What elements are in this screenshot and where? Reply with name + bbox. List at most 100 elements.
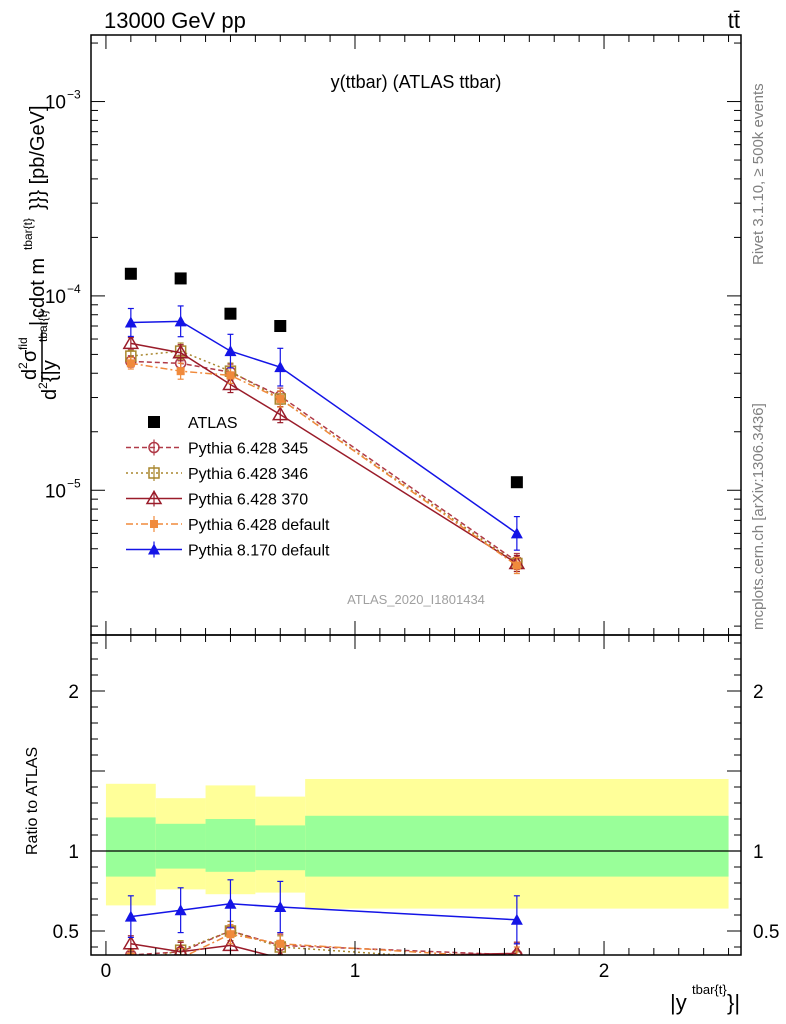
ratio-band-green-4 [305, 815, 729, 877]
data-point [224, 897, 237, 909]
main-y-tick-label: 10 [45, 481, 66, 502]
data-point [124, 316, 137, 328]
main-series-layer [122, 267, 526, 575]
x-axis-label: |y tbar{t} }| [670, 982, 740, 1015]
svg-text:fid: fid [16, 337, 30, 350]
plot-title: y(ttbar) (ATLAS ttbar) [331, 72, 502, 92]
energy-label: 13000 GeV pp [104, 8, 246, 33]
ratio-y-tick-label: 1 [68, 842, 79, 863]
legend-label: ATLAS [188, 415, 238, 432]
main-y-axis-label: d 2 σ fid | cdot m tbar{t} }}} [pb/GeV] [16, 105, 49, 382]
legend-entry-pythia-8-170-default: Pythia 8.170 default [126, 541, 330, 560]
ratio-band-green-3 [255, 825, 306, 871]
series-pythia-6-428-default [126, 356, 521, 575]
data-point [274, 901, 287, 912]
series-line-pythia-6-428-345 [130, 930, 517, 955]
legend-label: Pythia 6.428 345 [188, 441, 308, 458]
data-point [174, 904, 187, 916]
series-pythia-6-428-346 [126, 920, 522, 968]
process-label: tt̄ [728, 8, 740, 33]
svg-text:|: | [27, 321, 49, 326]
ratio-panel-frame [90, 634, 742, 956]
svg-text:|y: |y [670, 990, 687, 1015]
data-point [274, 320, 287, 333]
data-point [176, 367, 185, 376]
svg-text:tbar{t}: tbar{t} [36, 310, 50, 342]
data-point [174, 272, 187, 285]
data-point [122, 334, 140, 350]
legend-entry-pythia-6-428-346: Pythia 6.428 346 [126, 465, 308, 483]
data-point [512, 958, 522, 968]
x-tick-label: 0 [101, 961, 112, 982]
main-y-tick-label: 10 [45, 287, 66, 308]
series-pythia-6-428-345 [125, 920, 523, 955]
ratio-y-tick-label-right: 0.5 [753, 922, 779, 943]
legend-marker [145, 490, 163, 505]
data-point [224, 345, 237, 357]
svg-text:tbar{t}: tbar{t} [21, 218, 35, 250]
site-label: mcplots.cern.ch [arXiv:1306.3436] [750, 403, 767, 630]
svg-text:{|y: {|y [39, 360, 61, 382]
series-pythia-6-428-345 [125, 354, 523, 571]
data-point [222, 376, 239, 391]
data-point [126, 958, 136, 968]
legend-entry-atlas: ATLAS [148, 415, 238, 432]
legend-label: Pythia 6.428 default [188, 517, 330, 534]
ratio-y-tick-label-right: 1 [753, 842, 764, 863]
main-y-tick-exponent: −3 [67, 88, 81, 102]
data-point [124, 267, 137, 280]
main-y-axis-label-denominator: d 2 {|y tbar{t} [36, 310, 61, 400]
series-pythia-6-428-346 [125, 342, 523, 573]
data-point [271, 406, 289, 421]
legend: ATLAS Pythia 6.428 345 Pythia 6.428 346 Pyt… [126, 415, 330, 560]
axis-ticks: 10 −510 −410 −30 1 20.5 0.51 12 2 [45, 35, 779, 982]
data-point [226, 371, 235, 380]
svg-text:d: d [39, 389, 61, 400]
main-y-tick-exponent: −4 [67, 282, 81, 296]
data-point [276, 939, 285, 948]
series-pythia-8-170-default [124, 305, 523, 551]
svg-text:}|: }| [727, 990, 740, 1015]
rivet-label: Rivet 3.1.10, ≥ 500k events [750, 83, 767, 265]
svg-text:2: 2 [16, 362, 30, 369]
svg-text:2: 2 [36, 382, 50, 389]
data-point [510, 913, 523, 925]
data-point [274, 361, 287, 373]
series-line-pythia-6-428-346 [158, 930, 410, 955]
data-point [510, 944, 523, 955]
legend-marker [148, 441, 160, 454]
ratio-y-axis-label: Ratio to ATLAS [24, 747, 41, 855]
analysis-id: ATLAS_2020_I1801434 [347, 592, 485, 607]
data-point [172, 344, 189, 359]
svg-text:}}} [pb/GeV]: }}} [pb/GeV] [27, 105, 49, 210]
svg-text:σ: σ [19, 349, 41, 362]
legend-entry-pythia-6-428-default: Pythia 6.428 default [126, 516, 330, 534]
legend-entry-pythia-6-428-370: Pythia 6.428 370 [126, 490, 308, 509]
ratio-band-green-0 [105, 817, 156, 877]
ratio-band-green-2 [205, 819, 256, 872]
data-point [224, 307, 237, 320]
legend-label: Pythia 8.170 default [188, 543, 330, 560]
svg-text:cdot m: cdot m [27, 258, 49, 318]
legend-marker [150, 520, 158, 528]
data-point [173, 943, 188, 955]
ratio-y-tick-label-right: 2 [753, 682, 764, 703]
data-point [226, 930, 235, 939]
series-atlas [124, 267, 523, 489]
svg-text:d: d [19, 369, 41, 380]
x-tick-label: 2 [599, 961, 610, 982]
legend-label: Pythia 6.428 346 [188, 466, 308, 483]
main-y-tick-exponent: −5 [67, 476, 81, 490]
svg-text:tbar{t}: tbar{t} [692, 982, 727, 997]
data-point [512, 561, 521, 570]
x-tick-label: 1 [350, 961, 361, 982]
ratio-band-green-1 [155, 823, 206, 869]
series-pythia-8-170-default [124, 879, 523, 945]
series-pythia-6-428-370 [122, 334, 526, 573]
ratio-series-layer [122, 879, 523, 968]
data-point [276, 394, 285, 403]
legend-marker [148, 467, 160, 479]
data-point [510, 527, 523, 539]
ratio-y-tick-label: 0.5 [53, 922, 79, 943]
